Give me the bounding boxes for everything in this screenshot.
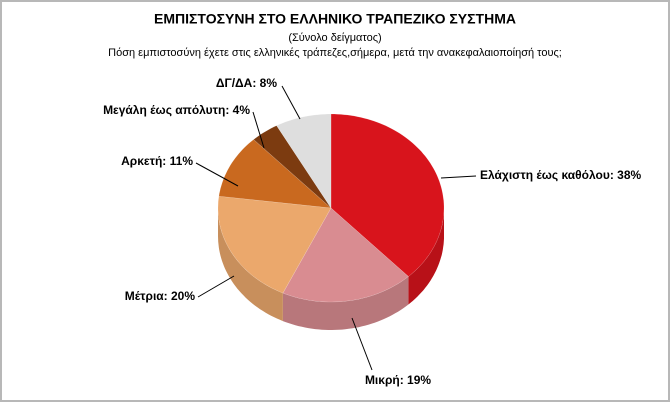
data-label: Αρκετή: 11% xyxy=(121,154,193,168)
question: Πόση εμπιστοσύνη έχετε στις ελληνικές τρ… xyxy=(108,47,562,59)
slice xyxy=(330,113,445,277)
slice-side xyxy=(408,208,444,305)
data-label: Ελάχιστη έως καθόλου: 38% xyxy=(480,168,642,182)
data-label: ΔΓ/ΔΑ: 8% xyxy=(216,76,277,90)
chart-subtitle: (Σύνολο δείγματος) xyxy=(288,32,381,44)
leader-line xyxy=(281,85,301,120)
slice xyxy=(276,113,332,209)
leader-line xyxy=(440,175,477,179)
slice-side xyxy=(218,208,283,322)
data-label: Μικρή: 19% xyxy=(365,373,431,387)
slice xyxy=(218,139,332,209)
slice xyxy=(217,195,332,294)
chart-title: ΕΜΠΙΣΤΟΣΥΝΗ ΣΤΟ ΕΛΛΗΝΙΚΟ ΤΡΑΠΕΖΙΚΟ ΣΥΣΤΗ… xyxy=(154,11,516,27)
leader-line xyxy=(351,317,373,371)
leader-line xyxy=(197,275,235,298)
slice xyxy=(282,207,409,303)
slice-side xyxy=(282,276,409,330)
leader-line xyxy=(195,162,239,187)
leader-line xyxy=(252,111,265,149)
data-label: Μεγάλη έως απόλυτη: 4% xyxy=(103,103,250,117)
data-label: Μέτρια: 20% xyxy=(125,289,196,303)
slice xyxy=(253,125,332,209)
